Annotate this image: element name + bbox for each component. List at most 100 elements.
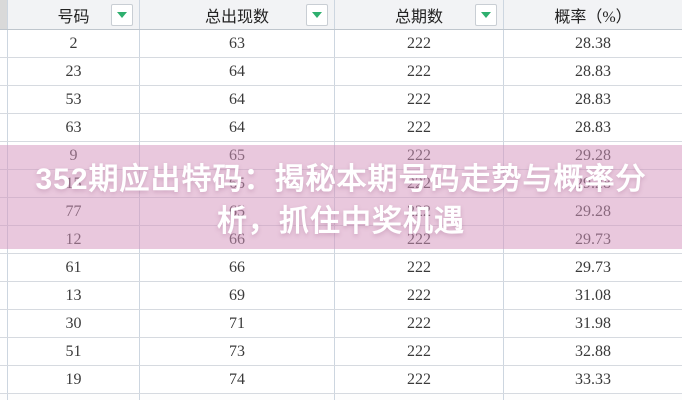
cell-number: 12 <box>8 226 140 253</box>
table-header-row: 号码 总出现数 总期数 概率（%） <box>0 0 682 30</box>
cell-probability: 32.88 <box>575 342 611 360</box>
cell-occurrences: 63 <box>140 30 335 57</box>
cell-occurrences: 65 <box>140 170 335 197</box>
cell-occurrences: 65 <box>140 198 335 225</box>
cell-probability: 28.83 <box>575 118 611 136</box>
cell-number: 23 <box>8 58 140 85</box>
cell-occurrences: 64 <box>140 114 335 141</box>
cell-periods: 222 <box>335 142 504 169</box>
cell-periods: 222 <box>335 58 504 85</box>
cell-occurrences: 73 <box>140 338 335 365</box>
cell-periods: 222 <box>335 198 504 225</box>
table-body: 2 63 222 28.38 23 64 222 28.83 53 64 222… <box>0 30 682 394</box>
cell-number: 15 <box>8 170 140 197</box>
cell-periods: 222 <box>335 282 504 309</box>
cell-occurrences <box>140 394 335 400</box>
header-periods: 总期数 <box>335 0 504 29</box>
cell-number: 51 <box>8 338 140 365</box>
row-left-sliver <box>0 226 8 253</box>
header-periods-label: 总期数 <box>394 8 443 26</box>
cell-number <box>8 394 140 400</box>
row-left-sliver <box>0 58 8 85</box>
row-left-sliver <box>0 142 8 169</box>
header-probability: 概率（%） <box>504 0 682 29</box>
row-left-sliver <box>0 198 8 225</box>
cell-number: 77 <box>8 198 140 225</box>
table-row: 15 65 222 29.28 <box>0 170 682 198</box>
table-row: 23 64 222 28.83 <box>0 58 682 86</box>
header-number: 号码 <box>8 0 140 29</box>
partial-next-row <box>0 394 682 400</box>
cell-periods: 222 <box>335 226 504 253</box>
cell-probability: 28.38 <box>575 34 611 52</box>
table-row: 61 66 222 29.73 <box>0 254 682 282</box>
row-left-sliver <box>0 254 8 281</box>
row-left-sliver <box>0 86 8 113</box>
table-row: 63 64 222 28.83 <box>0 114 682 142</box>
cell-probability: 29.73 <box>575 230 611 248</box>
cell-occurrences: 65 <box>140 142 335 169</box>
row-left-sliver <box>0 30 8 57</box>
cell-probability: 31.08 <box>575 286 611 304</box>
cell-periods: 222 <box>335 338 504 365</box>
cell-probability: 29.73 <box>575 258 611 276</box>
header-occurrences: 总出现数 <box>140 0 335 29</box>
cell-periods: 222 <box>335 86 504 113</box>
cell-occurrences: 66 <box>140 254 335 281</box>
cell-occurrences: 66 <box>140 226 335 253</box>
cell-periods: 222 <box>335 254 504 281</box>
header-number-label: 号码 <box>57 8 90 26</box>
filter-dropdown-occurrences[interactable] <box>306 3 328 26</box>
cell-number: 2 <box>8 30 140 57</box>
cell-occurrences: 74 <box>140 366 335 393</box>
table-row: 2 63 222 28.38 <box>0 30 682 58</box>
cell-occurrences: 64 <box>140 86 335 113</box>
cell-number: 53 <box>8 86 140 113</box>
cell-occurrences: 71 <box>140 310 335 337</box>
filter-dropdown-periods[interactable] <box>475 3 497 26</box>
header-probability-label: 概率（%） <box>554 8 632 26</box>
table-row: 13 69 222 31.08 <box>0 282 682 310</box>
table-row: 19 74 222 33.33 <box>0 366 682 394</box>
cell-periods: 222 <box>335 114 504 141</box>
cell-periods <box>335 394 504 400</box>
cell-periods: 222 <box>335 366 504 393</box>
cell-number: 13 <box>8 282 140 309</box>
table-row: 9 65 222 29.28 <box>0 142 682 170</box>
cell-probability: 29.28 <box>575 202 611 220</box>
row-left-sliver <box>0 170 8 197</box>
cell-periods: 222 <box>335 170 504 197</box>
table-row: 12 66 222 29.73 <box>0 226 682 254</box>
cell-number: 19 <box>8 366 140 393</box>
cell-occurrences: 69 <box>140 282 335 309</box>
filter-arrow-icon <box>481 11 491 18</box>
filter-arrow-icon <box>312 11 322 18</box>
header-occurrences-label: 总出现数 <box>204 8 269 26</box>
cell-probability: 29.28 <box>575 174 611 192</box>
cell-occurrences: 64 <box>140 58 335 85</box>
cell-probability: 31.98 <box>575 314 611 332</box>
cell-probability: 33.33 <box>575 370 611 388</box>
cell-number: 61 <box>8 254 140 281</box>
cell-probability: 29.28 <box>575 146 611 164</box>
filter-dropdown-number[interactable] <box>111 3 133 26</box>
row-left-sliver <box>0 310 8 337</box>
row-left-sliver <box>0 282 8 309</box>
header-left-sliver <box>0 0 8 29</box>
filter-arrow-icon <box>117 11 127 18</box>
row-left-sliver <box>0 338 8 365</box>
cell-number: 30 <box>8 310 140 337</box>
cell-probability: 28.83 <box>575 62 611 80</box>
row-left-sliver <box>0 394 8 400</box>
table-row: 53 64 222 28.83 <box>0 86 682 114</box>
table-row: 30 71 222 31.98 <box>0 310 682 338</box>
cell-number: 63 <box>8 114 140 141</box>
row-left-sliver <box>0 114 8 141</box>
table-row: 77 65 222 29.28 <box>0 198 682 226</box>
cell-probability <box>504 394 682 400</box>
row-left-sliver <box>0 366 8 393</box>
cell-number: 9 <box>8 142 140 169</box>
cell-periods: 222 <box>335 30 504 57</box>
cell-periods: 222 <box>335 310 504 337</box>
